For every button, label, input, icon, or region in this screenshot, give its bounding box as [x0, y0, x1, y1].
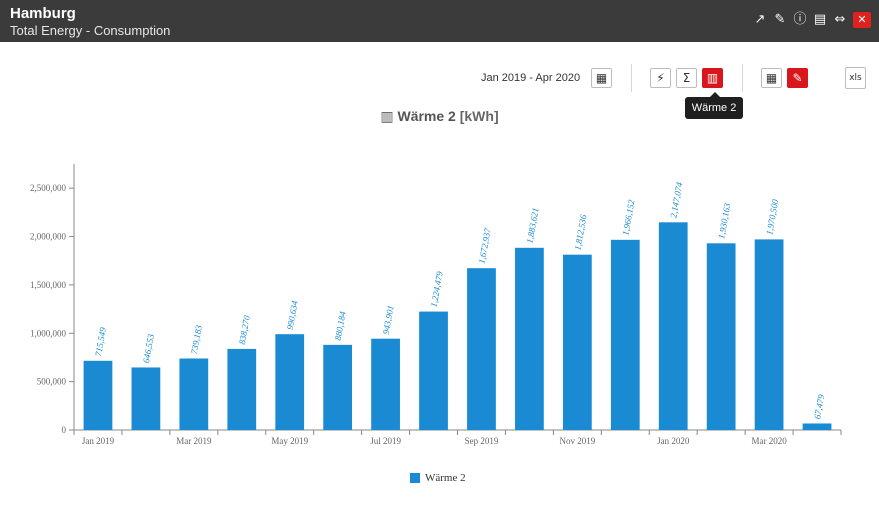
- bar: [275, 334, 305, 430]
- y-tick-label: 2,500,000: [30, 183, 67, 193]
- data-label: 2,147,074: [668, 181, 684, 219]
- radiator-icon: ▥: [380, 109, 394, 125]
- xls-export-icon: xls: [849, 73, 862, 83]
- data-label: 1,930,163: [716, 202, 732, 240]
- bar: [754, 239, 784, 430]
- data-label: 646,553: [141, 333, 156, 364]
- bar: [467, 268, 496, 430]
- y-tick-label: 1,000,000: [30, 328, 67, 338]
- share-icon[interactable]: ↗: [754, 12, 766, 27]
- bar: [131, 367, 161, 430]
- toolbar-divider: [631, 64, 632, 92]
- sigma-icon: Σ: [682, 71, 691, 85]
- x-tick-label: Mar 2020: [751, 436, 787, 446]
- data-label: 943,901: [381, 305, 396, 336]
- data-label: 1,672,937: [477, 227, 493, 265]
- radiator-icon: ▥: [706, 71, 719, 85]
- heating-tooltip: Wärme 2: [685, 92, 743, 119]
- chart-title-unit: [kWh]: [459, 108, 499, 124]
- data-label: 990,634: [285, 299, 300, 330]
- x-tick-label: Jul 2019: [370, 436, 401, 446]
- data-label: 1,970,500: [764, 198, 780, 236]
- bar: [515, 247, 544, 430]
- table-view-button[interactable]: ▦: [761, 68, 782, 88]
- heating-button[interactable]: ▥: [702, 68, 723, 88]
- bar: [227, 348, 257, 430]
- y-tick-label: 2,000,000: [30, 232, 67, 242]
- pdf-icon[interactable]: ▤: [813, 12, 827, 27]
- x-tick-label: Jan 2020: [657, 436, 690, 446]
- data-label: 838,270: [237, 314, 252, 345]
- chart-title-text: Wärme 2: [397, 108, 456, 124]
- toolbar-divider: [742, 64, 743, 92]
- bar: [658, 222, 688, 430]
- tag-button[interactable]: ✎: [787, 68, 808, 88]
- chart-title: ▥ Wärme 2 [kWh]: [0, 108, 879, 125]
- bar: [323, 344, 353, 430]
- tag-icon: ✎: [792, 71, 803, 85]
- pin-icon[interactable]: ✎: [774, 12, 786, 27]
- data-label: 1,812,536: [572, 213, 588, 251]
- window-controls: ↗ ✎ ⓘ ▤ ⇔ ✕: [753, 12, 871, 28]
- bar: [706, 243, 736, 430]
- data-label: 67,479: [812, 393, 826, 420]
- lightning-icon: ⚡: [656, 71, 665, 85]
- x-tick-label: Mar 2019: [176, 436, 212, 446]
- energy-button[interactable]: ⚡: [650, 68, 671, 88]
- data-label: 880,184: [333, 310, 348, 341]
- bar: [610, 239, 640, 430]
- window-title: Hamburg: [10, 5, 76, 22]
- legend-label: Wärme 2: [425, 472, 466, 484]
- calendar-button[interactable]: ▦: [591, 68, 612, 88]
- data-label: 1,883,621: [525, 207, 541, 244]
- window-subtitle: Total Energy - Consumption: [10, 23, 171, 38]
- info-icon[interactable]: ⓘ: [793, 12, 807, 27]
- x-tick-label: Jan 2019: [82, 436, 115, 446]
- sum-button[interactable]: Σ: [676, 68, 697, 88]
- y-tick-label: 1,500,000: [30, 280, 67, 290]
- y-tick-label: 0: [62, 425, 67, 435]
- data-label: 715,549: [93, 326, 108, 357]
- x-tick-label: Nov 2019: [559, 436, 595, 446]
- bar: [371, 338, 400, 430]
- bar: [83, 360, 113, 430]
- bar: [179, 358, 209, 430]
- table-icon: ▦: [765, 71, 778, 85]
- resize-icon[interactable]: ⇔: [834, 12, 846, 27]
- bar: [419, 311, 448, 430]
- date-range-label: Jan 2019 - Apr 2020: [481, 72, 581, 84]
- y-tick-label: 500,000: [37, 377, 67, 387]
- data-label: 1,966,152: [620, 198, 636, 236]
- bar: [802, 423, 832, 430]
- data-label: 1,224,479: [429, 270, 445, 308]
- bar: [562, 254, 592, 430]
- close-icon[interactable]: ✕: [853, 12, 871, 28]
- x-tick-label: May 2019: [271, 436, 308, 446]
- window-titlebar: Hamburg Total Energy - Consumption ↗ ✎ ⓘ…: [0, 0, 879, 42]
- x-tick-label: Sep 2019: [465, 436, 499, 446]
- data-label: 739,183: [189, 324, 204, 355]
- legend[interactable]: Wärme 2: [410, 472, 466, 484]
- xls-export-button[interactable]: xls: [845, 67, 866, 89]
- legend-swatch: [410, 473, 420, 483]
- calendar-icon: ▦: [595, 71, 608, 85]
